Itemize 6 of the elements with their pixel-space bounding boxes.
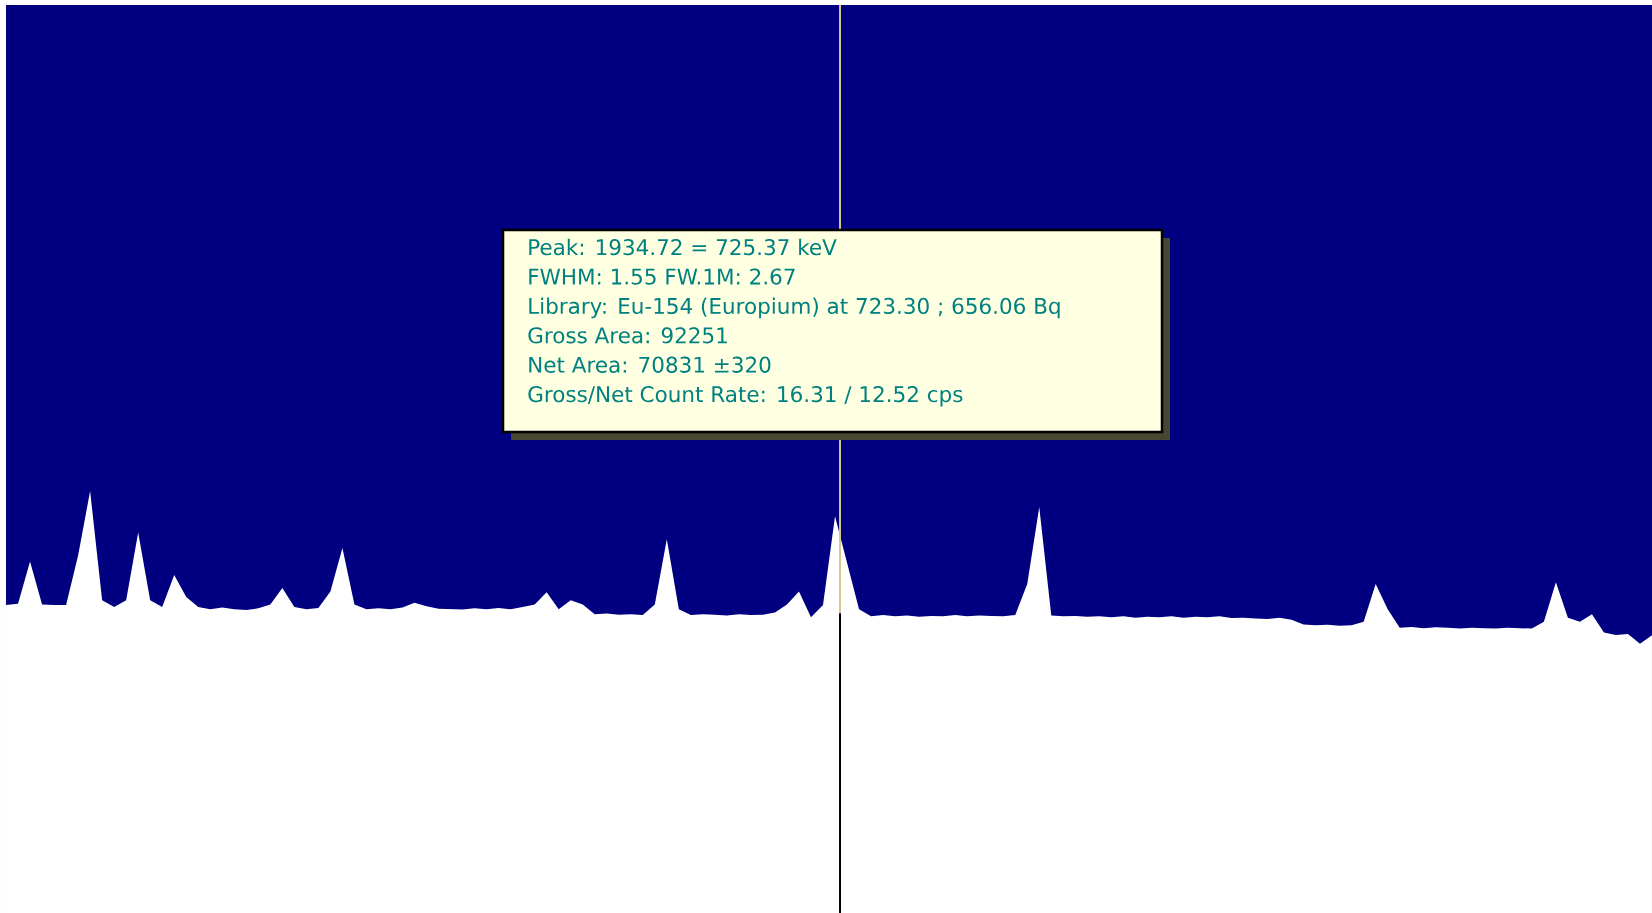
text: FWHM: 1.55 FW.1M: 2.67 (529, 268, 795, 285)
text: Library: Eu-154 (Europium) at 723.30 ; 656.06 Bq (529, 297, 1060, 319)
text: Gross/Net Count Rate: 16.31 / 12.52 cps (528, 386, 963, 407)
text: Peak: 1934.72 = 725.37 keV (529, 238, 837, 256)
text: Net Area: 70831 ±320 (529, 356, 771, 373)
text: Gross Area: 92251 (528, 327, 727, 344)
